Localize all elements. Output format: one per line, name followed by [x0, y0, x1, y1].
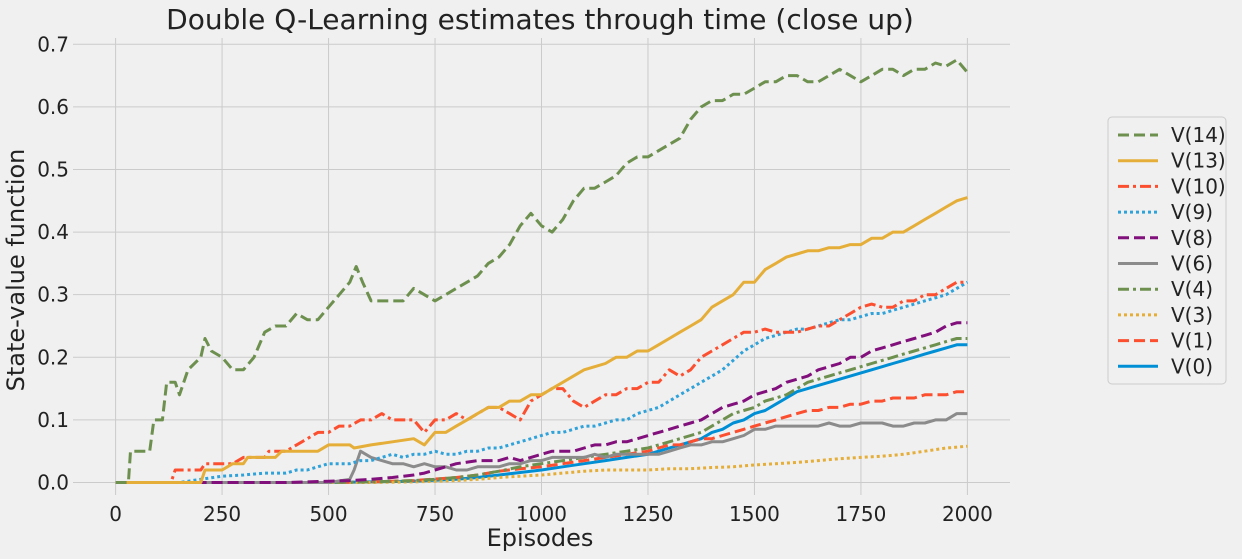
legend-label: V(3) — [1171, 303, 1213, 327]
y-tick-label: 0.7 — [37, 32, 69, 56]
series-line-v13 — [115, 196, 968, 484]
x-tick-label: 1750 — [835, 502, 886, 526]
y-tick-label: 0.1 — [37, 408, 69, 432]
legend-label: V(13) — [1171, 149, 1226, 173]
y-tick-label: 0.6 — [37, 95, 69, 119]
y-axis-label: State-value function — [2, 149, 30, 392]
chart-title: Double Q-Learning estimates through time… — [166, 3, 914, 36]
x-axis-label: Episodes — [487, 524, 594, 552]
legend-label: V(4) — [1171, 277, 1213, 301]
x-tick-label: 2000 — [942, 502, 993, 526]
y-tick-label: 0.0 — [37, 470, 69, 494]
series-line-v4 — [115, 337, 968, 484]
series-line-v10 — [115, 280, 968, 484]
legend: V(14)V(13)V(10)V(9)V(8)V(6)V(4)V(3)V(1)V… — [1107, 116, 1227, 385]
legend-label: V(14) — [1171, 123, 1226, 147]
y-tick-label: 0.4 — [37, 220, 69, 244]
legend-label: V(6) — [1171, 252, 1213, 276]
x-tick-label: 1250 — [623, 502, 674, 526]
series-line-v14 — [115, 58, 969, 484]
y-tick-label: 0.3 — [37, 283, 69, 307]
x-axis-ticks: 0 250 500 750 1000 1250 1500 1750 2000 — [109, 502, 993, 526]
legend-label: V(10) — [1171, 174, 1226, 198]
x-tick-label: 1000 — [516, 502, 567, 526]
legend-label: V(9) — [1171, 200, 1213, 224]
x-tick-label: 500 — [309, 502, 347, 526]
series-line-v9 — [115, 280, 969, 484]
legend-frame — [1107, 116, 1227, 385]
legend-label: V(0) — [1171, 354, 1213, 378]
series-line-v0 — [115, 343, 968, 484]
x-tick-label: 0 — [109, 502, 122, 526]
series-line-v8 — [115, 321, 968, 484]
series-line-v3 — [115, 444, 968, 484]
x-tick-label: 1500 — [729, 502, 780, 526]
x-tick-label: 750 — [416, 502, 454, 526]
grid — [73, 38, 1010, 495]
series-line-v6 — [115, 412, 968, 484]
legend-label: V(1) — [1171, 329, 1213, 353]
legend-label: V(8) — [1171, 226, 1213, 250]
plot-area — [115, 58, 969, 484]
series-line-v1 — [115, 390, 968, 484]
y-tick-label: 0.2 — [37, 345, 69, 369]
y-axis-ticks: 0.0 0.1 0.2 0.3 0.4 0.5 0.6 0.7 — [37, 32, 69, 494]
y-tick-label: 0.5 — [37, 157, 69, 181]
x-tick-label: 250 — [203, 502, 241, 526]
